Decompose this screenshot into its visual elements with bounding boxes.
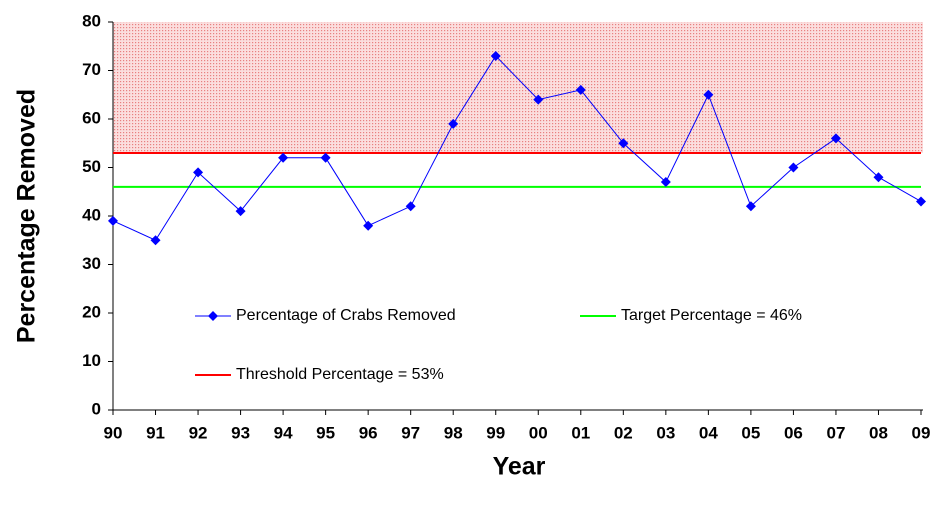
y-tick-label: 0 [92, 399, 101, 418]
y-tick-label: 30 [82, 254, 101, 273]
point-marker [363, 220, 374, 231]
x-tick-label: 90 [104, 423, 123, 442]
point-marker [873, 172, 884, 183]
point-marker [575, 84, 586, 95]
legend-label: Threshold Percentage = 53% [236, 366, 444, 383]
point-marker [193, 167, 204, 178]
x-tick-label: 06 [784, 423, 803, 442]
x-tick-label: 94 [274, 423, 293, 442]
y-tick-label: 70 [82, 60, 101, 79]
x-tick-label: 02 [614, 423, 633, 442]
y-tick-label: 60 [82, 108, 101, 127]
point-marker [150, 235, 161, 246]
legend-label: Target Percentage = 46% [621, 307, 802, 324]
y-tick-label: 80 [82, 11, 101, 30]
x-tick-label: 01 [571, 423, 590, 442]
series-line [112, 55, 922, 241]
x-tick-label: 09 [912, 423, 931, 442]
legend-label: Percentage of Crabs Removed [236, 307, 456, 324]
x-tick-label: 97 [401, 423, 420, 442]
point-marker [320, 152, 331, 163]
y-tick-label: 40 [82, 205, 101, 224]
threshold-zone [113, 22, 923, 153]
point-marker [618, 138, 629, 149]
point-marker [490, 50, 501, 61]
x-tick-label: 00 [529, 423, 548, 442]
x-tick-label: 91 [146, 423, 165, 442]
point-marker [533, 94, 544, 105]
x-tick-label: 05 [741, 423, 760, 442]
x-axis-title: Year [493, 453, 546, 481]
x-tick-label: 98 [444, 423, 463, 442]
x-tick-label: 08 [869, 423, 888, 442]
point-marker [788, 162, 799, 173]
point-marker [703, 89, 714, 100]
x-tick-label: 92 [189, 423, 208, 442]
point-marker [278, 152, 289, 163]
legend-marker [208, 311, 218, 321]
point-marker [235, 206, 246, 217]
point-marker [916, 196, 926, 207]
y-tick-label: 10 [82, 351, 101, 370]
y-axis-title: Percentage Removed [13, 89, 41, 343]
x-tick-label: 03 [656, 423, 675, 442]
x-tick-label: 04 [699, 423, 718, 442]
point-marker [405, 201, 416, 212]
y-tick-label: 20 [82, 302, 101, 321]
point-marker [830, 133, 841, 144]
point-marker [448, 118, 459, 129]
x-tick-label: 93 [231, 423, 250, 442]
y-tick-label: 50 [82, 157, 101, 176]
x-tick-label: 95 [316, 423, 335, 442]
x-tick-label: 07 [826, 423, 845, 442]
point-marker [745, 201, 756, 212]
point-marker [660, 177, 671, 188]
x-tick-label: 99 [486, 423, 505, 442]
point-marker [108, 215, 118, 226]
x-tick-label: 96 [359, 423, 378, 442]
